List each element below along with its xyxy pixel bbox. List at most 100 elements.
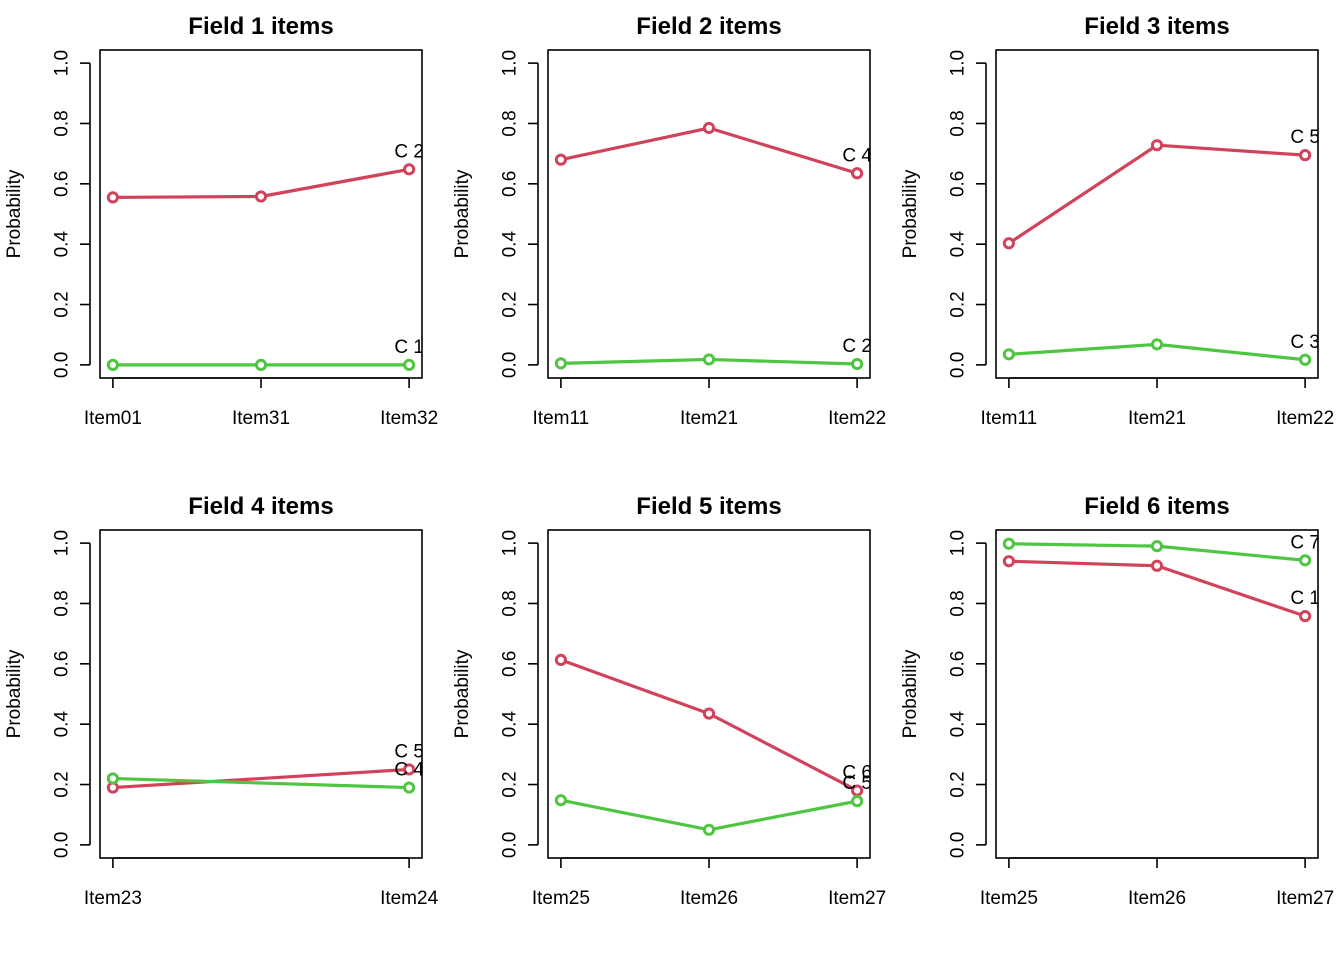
y-tick-label: 0.2 (948, 291, 969, 317)
chart-panel-4: Field 4 items Probability 0.0 0.2 0.4 0.6 0.8 1… (4, 493, 439, 909)
data-point-red (1002, 237, 1015, 250)
chart-title: Field 1 items (188, 13, 333, 40)
y-tick-label: 0.2 (500, 291, 521, 317)
y-tick-label: 0.6 (948, 651, 969, 677)
data-point-green (554, 794, 567, 807)
chart-title: Field 6 items (1084, 493, 1229, 520)
data-point-red (1299, 149, 1312, 162)
data-point-green (106, 772, 119, 785)
x-tick-label: Item11 (533, 408, 590, 429)
series-end-label: C 5 (394, 741, 424, 762)
series-end-label: C 1 (1290, 588, 1320, 609)
data-point-red (403, 163, 416, 176)
y-tick-label: 0.8 (500, 110, 521, 136)
y-tick-label: 0.2 (52, 771, 73, 797)
x-tick-label: Item25 (532, 888, 590, 909)
plot-frame (99, 49, 423, 379)
data-point-green (1299, 353, 1312, 366)
data-point-green (1150, 540, 1164, 553)
y-axis-label: Probability (4, 169, 25, 258)
x-tick-label: Item26 (680, 888, 738, 909)
data-point-red (1002, 555, 1015, 568)
chart-panel-3: Field 3 items Probability 0.0 0.2 0.4 0.6 0.8 1… (900, 13, 1334, 429)
x-tick-label: Item27 (1276, 888, 1334, 909)
y-tick-label: 0.8 (948, 110, 969, 136)
data-point-green (1002, 348, 1015, 361)
y-tick-label: 0.4 (500, 711, 521, 738)
y-tick-label: 0.6 (948, 171, 969, 197)
y-axis-label: Probability (900, 169, 921, 258)
plot-frame (547, 49, 871, 379)
y-tick-label: 1.0 (948, 50, 969, 76)
data-point-red (403, 763, 416, 776)
chart-title: Field 5 items (636, 493, 781, 520)
y-tick-label: 0.0 (500, 352, 521, 378)
y-tick-label: 0.0 (948, 832, 969, 858)
y-tick-label: 0.0 (500, 832, 521, 858)
data-point-green (851, 357, 864, 371)
x-tick-label: Item24 (380, 888, 439, 909)
y-tick-label: 0.2 (948, 771, 969, 797)
data-point-green (1299, 554, 1312, 567)
data-point-green (851, 795, 864, 808)
y-tick-label: 0.4 (52, 231, 73, 258)
x-tick-label: Item23 (84, 888, 142, 909)
data-point-green (702, 353, 716, 366)
y-tick-label: 0.8 (948, 590, 969, 616)
x-tick-label: Item27 (828, 888, 886, 909)
y-tick-label: 0.6 (500, 651, 521, 677)
data-point-red (702, 121, 716, 135)
y-tick-label: 0.2 (52, 291, 73, 317)
series-line-red (560, 658, 858, 792)
series-end-label: C 2 (842, 336, 872, 357)
x-tick-label: Item22 (1276, 408, 1334, 429)
plot-frame (995, 529, 1319, 859)
y-tick-label: 0.0 (52, 832, 73, 858)
y-axis-label: Probability (452, 649, 473, 738)
y-tick-label: 0.8 (52, 110, 73, 136)
y-tick-label: 0.0 (948, 352, 969, 378)
data-point-green (403, 781, 416, 794)
series-line-green (112, 776, 410, 790)
data-point-red (702, 707, 716, 720)
data-point-green (403, 358, 416, 371)
data-point-red (851, 167, 864, 180)
series-line-red (1007, 143, 1306, 245)
series-end-label: C 7 (1290, 532, 1320, 553)
chart-panel-5: Field 5 items Probability 0.0 0.2 0.4 0.6 0.8 1… (452, 493, 886, 909)
x-tick-label: Item21 (1128, 408, 1186, 429)
series-end-label: C 4 (394, 760, 424, 781)
y-tick-label: 0.4 (948, 711, 969, 738)
y-tick-label: 0.4 (948, 231, 969, 258)
x-tick-label: Item21 (680, 408, 738, 429)
data-point-red (1150, 139, 1164, 152)
y-tick-label: 0.6 (52, 651, 73, 677)
chart-title: Field 2 items (636, 13, 781, 40)
y-tick-label: 1.0 (52, 530, 73, 556)
x-tick-label: Item26 (1128, 888, 1186, 909)
data-point-red (106, 191, 119, 204)
data-point-green (554, 357, 567, 370)
data-point-green (1150, 338, 1164, 351)
data-point-green (254, 358, 268, 371)
plot-frame (99, 529, 423, 859)
series-line-red (112, 767, 410, 790)
series-end-label: C 1 (394, 337, 424, 358)
plot-frame (995, 49, 1319, 379)
y-axis-label: Probability (452, 169, 473, 258)
data-point-green (1002, 537, 1015, 550)
data-point-red (254, 190, 268, 203)
data-point-red (1150, 559, 1164, 572)
chart-title: Field 3 items (1084, 13, 1229, 40)
chart-panel-6: Field 6 items Probability 0.0 0.2 0.4 0.6 0.8 1… (900, 493, 1334, 909)
y-tick-label: 0.6 (52, 171, 73, 197)
y-tick-label: 0.8 (52, 590, 73, 616)
chart-title: Field 4 items (188, 493, 333, 520)
series-end-label: C 6 (842, 763, 872, 784)
series-end-label: C 5 (842, 773, 872, 794)
chart-panel-2: Field 2 items Probability 0.0 0.2 0.4 0.6 0.8 1… (452, 13, 886, 429)
data-point-red (1299, 610, 1312, 623)
x-tick-label: Item01 (84, 408, 142, 429)
y-tick-label: 1.0 (948, 530, 969, 556)
y-tick-label: 0.8 (500, 590, 521, 616)
